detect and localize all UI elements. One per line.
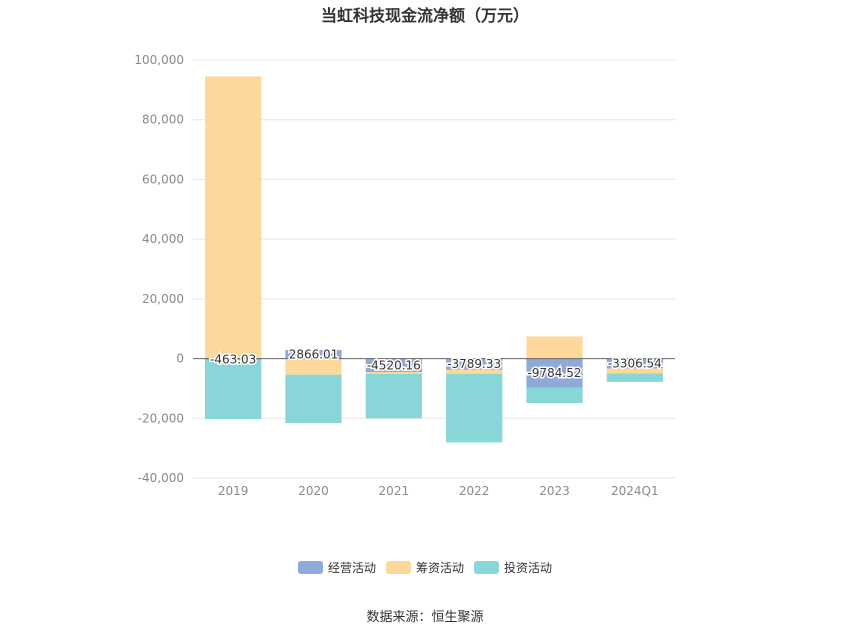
y-axis: 100,000 80,000 60,000 40,000 20,000 0 -20,000 -… [134,53,184,485]
y-tick-label: 20,000 [142,292,184,306]
data-label-layer: -463.03 2866.01 -4520.16 -3789.33 -9784.52 -3… [209,346,664,382]
y-tick-label: 40,000 [142,232,184,246]
bar-operating [205,358,262,360]
bar-investing [446,373,503,443]
data-label-operating: -463.03 [210,352,256,366]
legend-label[interactable]: 筹资活动 [416,561,464,575]
y-tick-label: 80,000 [142,113,184,127]
x-tick-label: 2021 [379,484,410,498]
y-tick-label: -40,000 [138,471,184,485]
bar-financing [526,336,583,359]
bar-investing [365,373,422,419]
x-tick-label: 2022 [459,484,490,498]
legend-swatch[interactable] [298,561,323,574]
bar-operating [606,358,663,369]
data-label-operating: -9784.52 [528,366,582,380]
y-tick-label: -20,000 [138,411,184,425]
bar-financing [285,358,342,375]
y-tick-label: 60,000 [142,172,184,186]
bar-investing [285,374,342,424]
x-tick-label: 2024Q1 [611,484,659,498]
legend-swatch[interactable] [386,561,411,574]
bar-investing [205,359,262,420]
bar-investing [526,387,583,404]
bar-operating [285,350,342,359]
legend[interactable]: 经营活动 筹资活动 投资活动 [298,560,552,575]
data-label-operating: 2866.01 [289,347,339,361]
x-tick-label: 2020 [298,484,329,498]
x-tick-label: 2023 [539,484,570,498]
legend-label[interactable]: 投资活动 [504,560,552,575]
y-tick-label: 0 [176,352,184,366]
bar-financing [606,368,663,374]
bar-layer [205,76,663,443]
bar-operating [526,358,583,388]
x-axis: 2019 2020 2021 2022 2023 2024Q1 [218,484,659,498]
data-label-operating: -3789.33 [447,357,501,371]
bar-operating [365,358,422,373]
data-label-operating: -3306.54 [608,357,662,371]
bar-financing [365,372,422,374]
data-label-operating: -4520.16 [367,358,421,372]
bar-operating [446,358,503,370]
x-tick-label: 2019 [218,484,249,498]
y-tick-label: 100,000 [134,53,184,67]
grid-layer [193,59,675,479]
chart-title: 当虹科技现金流净额（万元） [321,6,529,25]
source-note: 数据来源：恒生聚源 [366,610,483,625]
bar-investing [606,373,663,382]
legend-swatch[interactable] [474,561,499,574]
legend-label[interactable]: 经营活动 [328,561,376,575]
bar-financing [446,369,503,374]
bar-financing [205,76,262,359]
